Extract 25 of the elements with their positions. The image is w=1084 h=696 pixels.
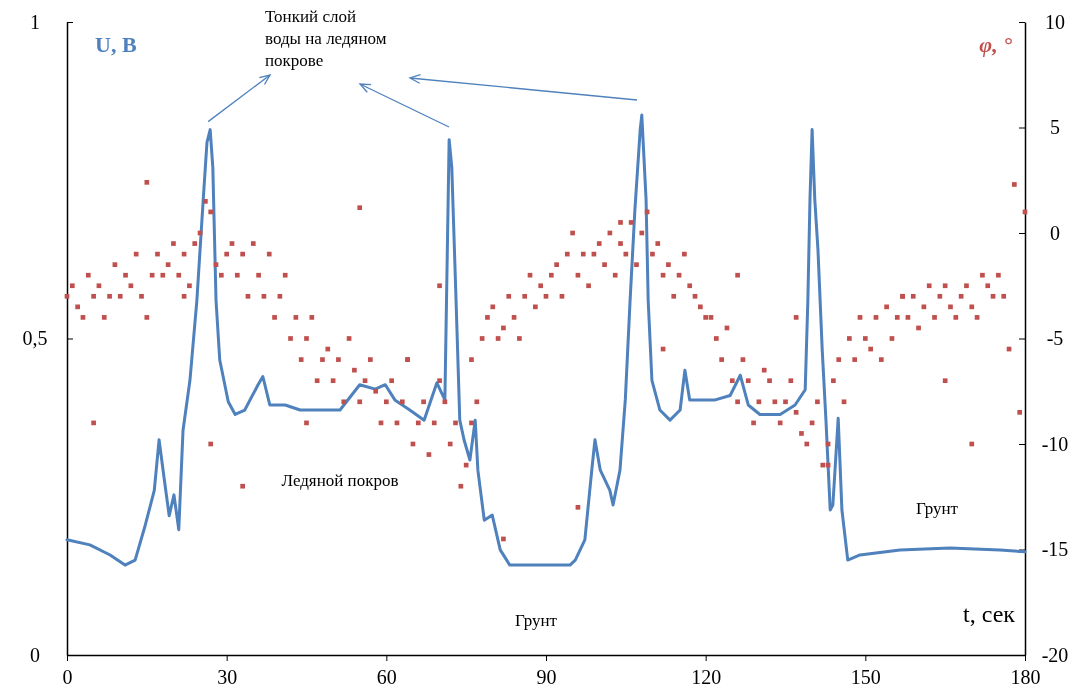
y2-tick-label: -15 bbox=[1041, 538, 1069, 561]
y-tick-label: 0 bbox=[30, 643, 40, 666]
x-tick-label: 90 bbox=[536, 666, 557, 688]
y2-tick-label: 5 bbox=[1050, 116, 1060, 139]
y-axis-title: U, В bbox=[95, 32, 137, 57]
x-tick-label: 0 bbox=[62, 666, 73, 688]
x-tick-label: 60 bbox=[376, 666, 397, 688]
y2-tick-label: -5 bbox=[1046, 327, 1064, 350]
y2-tick-label: 10 bbox=[1045, 10, 1065, 33]
line-series bbox=[65, 113, 1027, 567]
y2-tick-label: 0 bbox=[1050, 221, 1060, 244]
annotation: Грунт bbox=[514, 611, 558, 630]
annotation: Тонкий слой воды на ледяном покрове bbox=[265, 7, 387, 71]
annotation: Ледяной покров bbox=[281, 471, 399, 490]
annotation: Грунт bbox=[915, 499, 959, 518]
y2-tick-label: -20 bbox=[1041, 643, 1069, 666]
x-tick-label: 150 bbox=[850, 666, 881, 688]
y-tick-label: 1 bbox=[30, 10, 40, 33]
x-axis-title: t, сек bbox=[963, 601, 1016, 627]
y-tick-label: 0,5 bbox=[22, 327, 48, 350]
x-tick-label: 30 bbox=[217, 666, 238, 688]
y2-axis-title: φ, ° bbox=[979, 32, 1013, 57]
x-tick-label: 120 bbox=[691, 666, 722, 688]
x-tick-label: 180 bbox=[1010, 666, 1041, 688]
y2-tick-label: -10 bbox=[1041, 432, 1069, 455]
